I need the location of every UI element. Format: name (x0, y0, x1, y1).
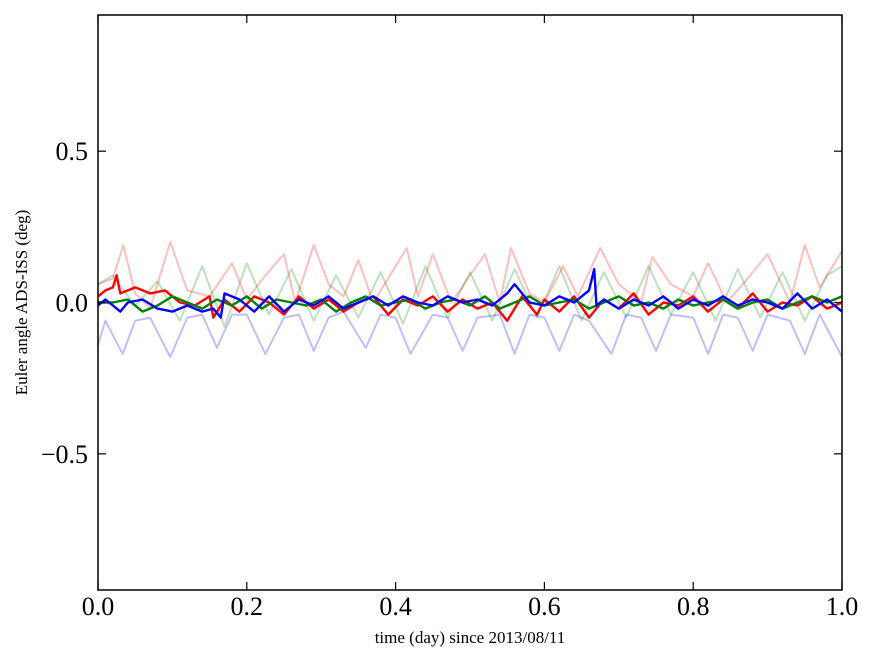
series-line-1 (97, 241, 843, 310)
x-tick-label: 0.0 (82, 592, 115, 621)
y-tick-label: 0.0 (56, 289, 89, 318)
series-line-3 (97, 310, 843, 358)
x-tick-label: 0.6 (528, 592, 561, 621)
x-tick-label: 0.8 (677, 592, 710, 621)
y-axis-label: Euler angle ADS-ISS (deg) (12, 210, 31, 396)
ticks-layer: 0.0 0.2 0.4 0.6 0.8 1.0 −0.5 0.0 0.5 (41, 15, 858, 621)
x-tick-label: 1.0 (826, 592, 859, 621)
x-axis-label: time (day) since 2013/08/11 (375, 628, 566, 647)
x-tick-label: 0.4 (379, 592, 412, 621)
y-tick-label: −0.5 (41, 440, 88, 469)
x-tick-label: 0.2 (231, 592, 264, 621)
series-layer (97, 241, 843, 358)
y-tick-label: 0.5 (56, 137, 89, 166)
series-line-2 (97, 262, 843, 328)
series-line-6 (97, 268, 843, 319)
